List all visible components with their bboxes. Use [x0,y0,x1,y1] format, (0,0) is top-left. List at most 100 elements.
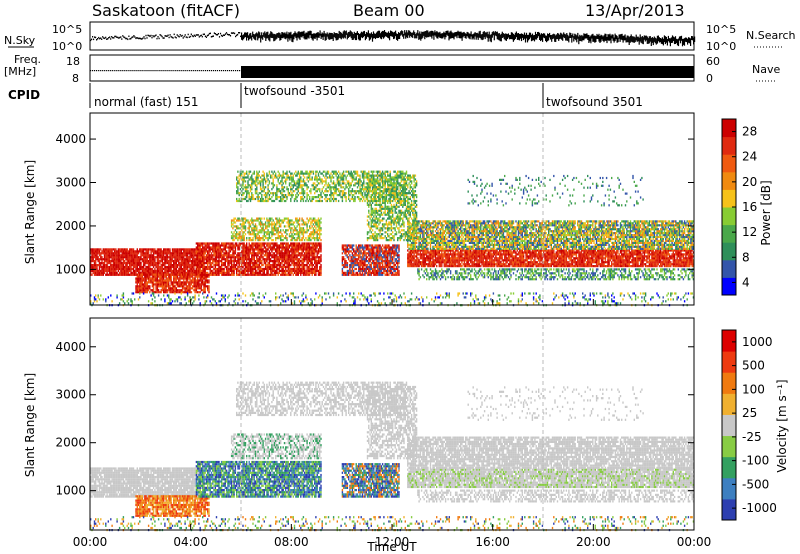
nsky-point-422 [514,32,516,39]
power-cell-3197 [246,239,248,242]
power-cell-287 [117,248,120,251]
power-cell-1582 [198,287,200,290]
nsky-point-59 [149,35,151,38]
power-cell-4054 [297,180,299,183]
power-cell-1547 [193,289,195,292]
power-cell-537 [142,258,145,261]
power-cell-1231 [146,291,148,294]
power-cell-920 [181,271,184,274]
power-cell-930 [181,248,184,251]
power-cell-2272 [249,273,252,276]
power-cell-2641 [281,248,283,251]
power-cell-4261 [329,186,331,189]
power-cell-3818 [262,199,264,203]
power-cell-443 [132,250,135,253]
power-cell-54 [95,265,97,269]
power-cell-2373 [257,244,259,247]
power-cell-1226 [145,281,147,284]
nsky-point-312 [404,30,406,36]
power-cell-1510 [186,279,189,282]
power-cell-1006 [189,254,191,257]
nsky-point-391 [483,31,485,38]
power-cell-2618 [280,265,282,269]
power-cell-44 [93,260,96,263]
freq-point-40 [170,70,172,72]
power-cell-1171 [137,277,140,280]
power-cell-2837 [297,252,299,255]
power-cell-138 [103,260,106,263]
power-cell-1865 [214,273,216,276]
power-cell-1417 [173,273,175,276]
power-cell-3853 [266,172,268,175]
power-cell-69 [96,264,98,267]
power-cell-2109 [234,248,237,251]
power-cell-3893 [273,192,276,195]
power-cell-2496 [268,254,271,257]
power-cell-3141 [237,237,239,240]
power-cell-3104 [320,242,322,245]
power-cell-2690 [285,242,287,245]
power-cell-1930 [219,271,221,274]
power-cell-2099 [233,246,235,249]
power-cell-3512 [301,231,303,234]
nsky-point-141 [231,32,234,34]
power-cell-507 [140,271,142,274]
power-cell-2421 [262,273,264,276]
power-cell-3620 [319,227,321,230]
power-cell-909 [180,265,182,269]
power-cell-548 [144,262,146,265]
power-cell-3765 [254,190,257,193]
power-cell-4107 [305,199,307,203]
nsky-point-204 [295,32,297,39]
power-cell-525 [141,254,143,257]
freq-point-62 [214,70,216,72]
power-cell-2301 [252,273,254,276]
power-cell-1160 [136,281,138,284]
power-cell-1278 [152,273,155,276]
power-cell-4068 [300,197,302,201]
power-cell-1365 [165,275,167,278]
power-cell-3810 [261,197,263,201]
power-cell-4175 [315,172,317,175]
power-cell-3679 [242,184,244,187]
power-cell-419 [131,273,133,276]
power-cell-2228 [246,267,248,271]
nsky-point-51 [141,38,143,40]
power-cell-13 [91,273,93,276]
power-cell-2100 [233,244,235,247]
power-cell-887 [178,256,180,259]
power-cell-708 [160,260,162,263]
power-cell-154 [105,252,107,255]
power-cell-143 [103,250,106,253]
power-cell-1487 [184,291,186,294]
power-cell-3801 [259,197,262,201]
power-cell-3560 [310,231,312,234]
power-cell-3840 [264,194,267,197]
power-cell-1748 [203,254,205,257]
power-cell-3275 [259,237,262,240]
power-cell-3135 [236,233,238,236]
power-cell-4115 [306,192,308,195]
power-cell-1309 [157,281,160,284]
power-cell-1214 [144,285,146,288]
power-cell-311 [120,254,122,257]
power-cell-4076 [300,172,302,175]
power-cell-2446 [264,267,267,271]
power-cell-2289 [251,267,253,271]
nsky-point-187 [278,32,280,38]
power-cell-2889 [302,264,305,267]
nsky-point-306 [398,32,400,39]
power-cell-2451 [264,258,267,261]
nsky-point-388 [480,34,482,40]
power-cell-4270 [330,188,332,191]
nsky-point-329 [421,31,423,39]
power-cell-1341 [163,285,165,288]
power-cell-1200 [141,279,143,282]
power-cell-1862 [213,246,215,249]
power-cell-132 [103,271,106,274]
power-cell-3331 [268,225,271,228]
freq-point-43 [176,70,178,72]
nsky-point-543 [636,36,638,42]
power-cell-2954 [307,254,310,257]
power-cell-2619 [280,264,282,267]
